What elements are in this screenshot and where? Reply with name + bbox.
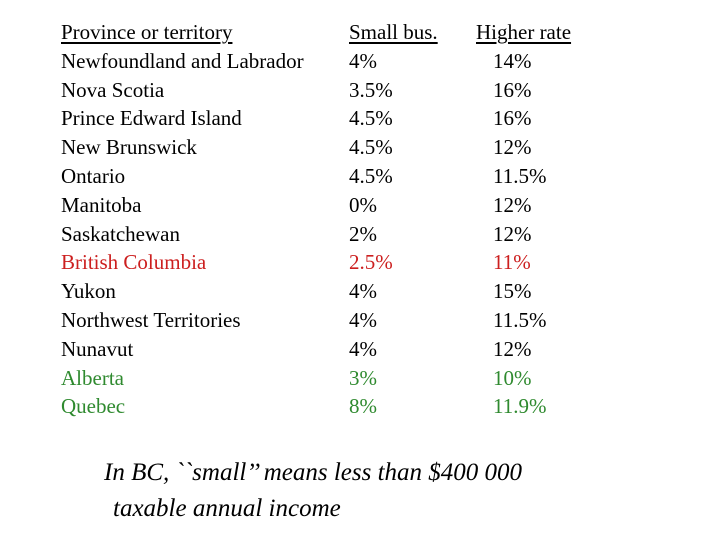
footnote: In BC, ``small’’ means less than $400 00… — [104, 455, 522, 527]
province-name: New Brunswick — [61, 135, 197, 160]
higher-rate: 12% — [493, 336, 532, 361]
higher-rate: 11% — [493, 250, 531, 275]
province-name: Prince Edward Island — [61, 106, 242, 131]
small-business-rate: 4.5% — [349, 163, 393, 188]
province-name: Yukon — [61, 279, 116, 304]
higher-rate: 12% — [493, 135, 532, 160]
higher-rate: 10% — [493, 365, 532, 390]
higher-rate: 11.5% — [493, 163, 547, 188]
higher-rate: 16% — [493, 77, 532, 102]
province-name: Northwest Territories — [61, 307, 241, 332]
small-business-rate: 2% — [349, 221, 377, 246]
higher-rate: 14% — [493, 48, 532, 73]
header-province: Province or territory — [61, 20, 233, 44]
small-business-rate: 4% — [349, 307, 377, 332]
higher-rate: 11.5% — [493, 307, 547, 332]
small-business-rate: 4.5% — [349, 106, 393, 131]
small-business-rate: 3.5% — [349, 77, 393, 102]
higher-rate: 11.9% — [493, 394, 547, 419]
small-business-rate: 0% — [349, 192, 377, 217]
province-name: Alberta — [61, 365, 124, 390]
higher-rate: 15% — [493, 279, 532, 304]
province-name: Quebec — [61, 394, 126, 419]
small-business-rate: 4% — [349, 48, 377, 73]
small-business-rate: 2.5% — [349, 250, 393, 275]
province-name: Saskatchewan — [61, 221, 180, 246]
province-name: Manitoba — [61, 192, 142, 217]
header-small-business: Small bus. — [349, 20, 438, 44]
province-name: Newfoundland and Labrador — [61, 48, 304, 73]
higher-rate: 16% — [493, 106, 532, 131]
header-higher-rate: Higher rate — [476, 20, 572, 44]
footnote-line-1: In BC, ``small’’ means less than $400 00… — [104, 459, 523, 486]
small-business-rate: 4.5% — [349, 135, 393, 160]
higher-rate: 12% — [493, 221, 532, 246]
small-business-rate: 3% — [349, 365, 377, 390]
small-business-rate: 8% — [349, 394, 377, 419]
higher-rate: 12% — [493, 192, 532, 217]
province-name: Nunavut — [61, 336, 134, 361]
province-name: Ontario — [61, 163, 126, 188]
small-business-rate: 4% — [349, 336, 377, 361]
footnote-line-2: taxable annual income — [113, 495, 341, 522]
small-business-rate: 4% — [349, 279, 377, 304]
province-name: British Columbia — [61, 250, 207, 275]
province-name: Nova Scotia — [61, 77, 165, 102]
